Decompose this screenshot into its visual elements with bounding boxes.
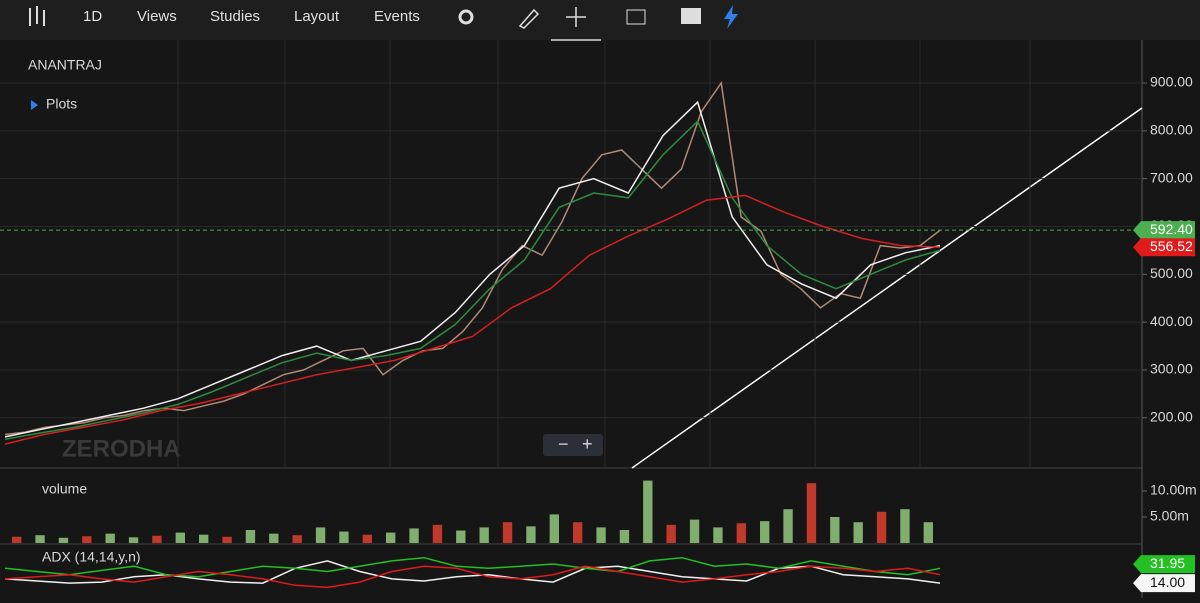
y-tick-label: 800.00 [1150,122,1193,138]
series-line [4,560,941,584]
crosshair-icon[interactable] [566,7,586,27]
volume-bar [199,534,209,543]
volume-bar [783,509,793,543]
price-tag [1133,221,1195,240]
volume-bar [643,480,653,543]
y-tick-label: 500.00 [1150,265,1193,281]
menu-button[interactable]: Events [374,8,420,25]
volume-bar [269,533,279,543]
menu-button[interactable]: Studies [210,8,260,25]
volume-bar [853,522,863,543]
price-tag-label: 592.40 [1150,221,1193,237]
price-tag [1133,574,1195,593]
volume-bar [222,536,232,543]
plots-toggle[interactable]: Plots [46,96,77,112]
y-tick-label: 900.00 [1150,74,1193,90]
volume-bar [479,527,489,543]
volume-bar [292,535,302,543]
volume-bar [526,526,536,543]
volume-bar [666,524,676,543]
price-tag-label: 31.95 [1150,555,1185,571]
trendline [631,107,1143,469]
y-tick-label: 5.00m [1150,508,1189,524]
volume-bar [736,523,746,543]
price-tag-label: 556.52 [1150,238,1193,254]
volume-bar [105,533,115,543]
volume-bar [82,536,92,543]
symbol-name: ANANTRAJ [28,57,102,73]
price-tag [1133,555,1195,574]
volume-bar [830,517,840,543]
volume-bar [596,527,606,543]
volume-bar [409,528,419,543]
volume-bar [876,511,887,543]
menu-button[interactable]: Views [137,8,177,25]
panel-title: volume [42,481,87,497]
series-line [4,565,941,589]
volume-bar [386,532,396,543]
price-tag [1133,238,1195,257]
volume-bar [339,531,349,543]
volume-bar [152,535,162,543]
price-tag-label: 14.00 [1150,574,1185,590]
volume-bar [713,527,723,543]
volume-bar [315,527,326,543]
volume-bar [760,521,770,543]
volume-bar [12,536,22,543]
menu-button[interactable]: Layout [294,8,340,25]
zoom-in[interactable]: + [582,434,593,454]
interval-button[interactable]: 1D [83,8,102,25]
draw-icon[interactable] [518,8,540,29]
volume-bar [619,530,630,543]
volume-bar [549,514,559,543]
volume-bar [573,522,583,543]
volume-bar [923,522,933,543]
volume-bar [245,530,256,543]
series-line [4,194,941,445]
volume-bar [58,537,69,543]
volume-bar [362,534,372,543]
volume-bar [128,537,139,543]
note-icon[interactable] [626,9,646,25]
candle-icon[interactable] [29,6,45,26]
volume-bar [175,532,185,543]
y-tick-label: 300.00 [1150,361,1193,377]
volume-bar [502,522,513,543]
series-line [4,120,941,441]
volume-bar [432,524,443,543]
volume-bar [900,509,910,543]
list-icon[interactable] [681,8,701,24]
panel-title: ADX (14,14,y,n) [42,549,141,565]
volume-bar [35,535,45,543]
series-line [4,556,941,578]
series-line [4,100,941,438]
volume-bar [806,483,817,543]
y-tick-label: 700.00 [1150,169,1193,185]
volume-bar [456,530,466,543]
y-tick-label: 200.00 [1150,408,1193,424]
plots-toggle-icon[interactable] [31,100,38,110]
volume-bar [689,519,700,543]
watermark: ZERODHA [62,435,181,462]
settings-icon[interactable] [458,9,474,25]
lightning-icon[interactable] [724,5,738,29]
y-tick-label: 400.00 [1150,313,1193,329]
zoom-controls [543,434,603,456]
zoom-out[interactable]: − [558,434,569,454]
y-tick-label: 10.00m [1150,482,1197,498]
toolbar [0,0,1200,40]
